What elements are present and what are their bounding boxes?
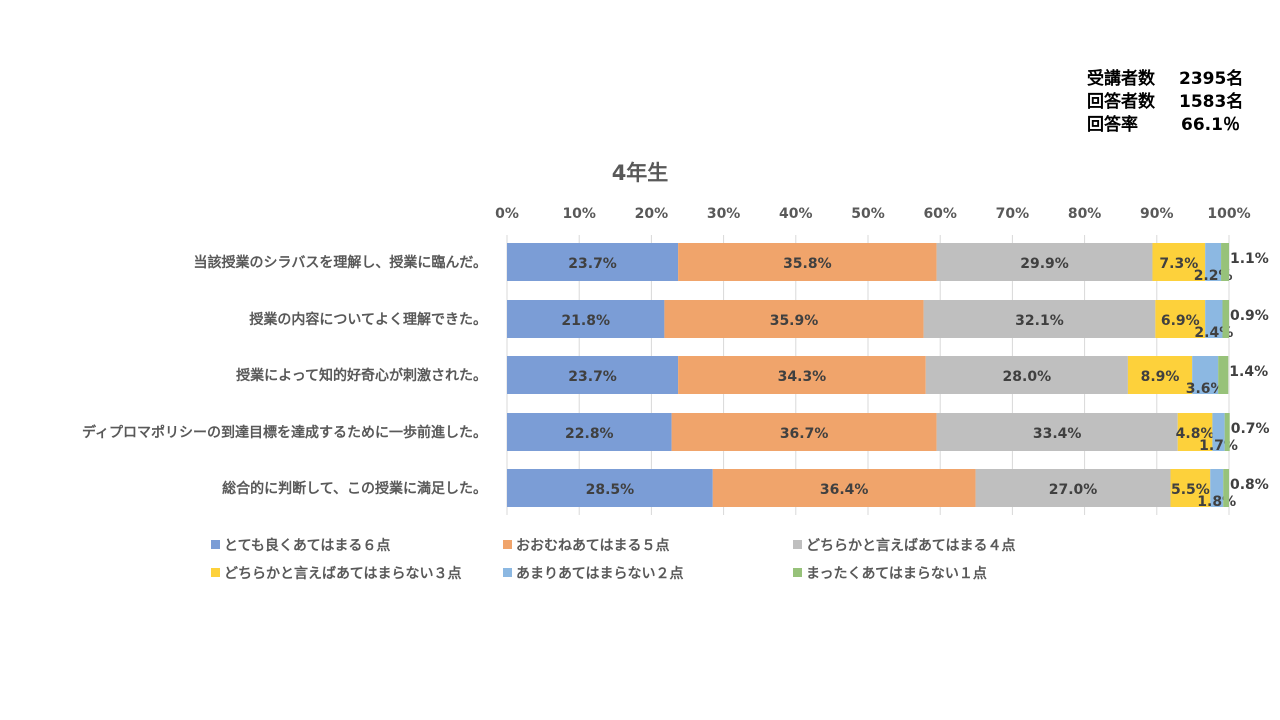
- x-tick-label: 10%: [562, 206, 596, 222]
- data-label: 1.7%: [1199, 438, 1238, 454]
- chart-title: 4年生: [612, 161, 669, 185]
- bar-segment: [712, 469, 976, 507]
- info-label: 回答率: [1087, 115, 1138, 135]
- data-label: 28.0%: [1003, 369, 1052, 385]
- bar-segment: [671, 413, 937, 451]
- bar-segment: [507, 413, 672, 451]
- bar-segment: [1223, 469, 1229, 507]
- legend-swatch: [503, 568, 512, 577]
- bar-segment: [1127, 356, 1193, 394]
- bar-segment: [936, 243, 1153, 281]
- data-label: 35.8%: [783, 256, 832, 272]
- legend-label: どちらかと言えばあてはまらない３点: [224, 565, 461, 582]
- info-row: 受講者数 2395名: [1087, 68, 1243, 91]
- bar-segment: [678, 356, 926, 394]
- category-label: 授業の内容についてよく理解できた。: [249, 311, 487, 328]
- bar-segment: [678, 243, 937, 281]
- data-label: 28.5%: [586, 482, 635, 498]
- legend-label: まったくあてはまらない１点: [806, 565, 987, 582]
- bar-segment: [664, 300, 924, 338]
- bar-segment: [1224, 413, 1230, 451]
- data-label: 1.1%: [1230, 251, 1269, 267]
- data-label: 32.1%: [1015, 313, 1064, 329]
- bar-segment: [507, 356, 679, 394]
- bar-segment: [1221, 243, 1229, 281]
- data-label: 3.6%: [1186, 381, 1225, 397]
- bar-segment: [1192, 356, 1219, 394]
- x-tick-label: 30%: [707, 206, 741, 222]
- data-label: 29.9%: [1020, 256, 1069, 272]
- bar-segment: [1205, 300, 1223, 338]
- bar-segment: [1222, 300, 1229, 338]
- data-label: 0.8%: [1230, 477, 1269, 493]
- bar-segment: [507, 469, 713, 507]
- bar-segment: [936, 413, 1178, 451]
- legend-label: とても良くあてはまる６点: [224, 537, 390, 554]
- category-label: 授業によって知的好奇心が刺激された。: [236, 367, 487, 384]
- data-label: 34.3%: [778, 369, 827, 385]
- bar-segment: [925, 356, 1128, 394]
- data-label: 36.4%: [820, 482, 869, 498]
- x-tick-label: 90%: [1140, 206, 1174, 222]
- info-value: 66.1％: [1181, 115, 1240, 135]
- bar-segment: [975, 469, 1171, 507]
- bar-segment: [1218, 356, 1229, 394]
- data-label: 7.3%: [1159, 256, 1198, 272]
- data-label: 0.9%: [1230, 308, 1269, 324]
- data-label: 5.5%: [1171, 482, 1210, 498]
- x-tick-label: 70%: [996, 206, 1030, 222]
- legend-label: あまりあてはまらない２点: [516, 565, 683, 582]
- legend-swatch: [793, 540, 802, 549]
- data-label: 1.4%: [1229, 364, 1268, 380]
- data-label: 33.4%: [1033, 426, 1082, 442]
- data-label: 27.0%: [1049, 482, 1098, 498]
- legend-swatch: [211, 568, 220, 577]
- data-label: 35.9%: [770, 313, 819, 329]
- bar-segment: [1205, 243, 1222, 281]
- info-row: 回答率 66.1％: [1087, 114, 1243, 137]
- bar-segment: [507, 300, 665, 338]
- data-label: 23.7%: [568, 256, 617, 272]
- info-label: 受講者数: [1087, 69, 1155, 89]
- legend-swatch: [793, 568, 802, 577]
- info-value: 2395名: [1179, 69, 1244, 89]
- respondent-info: 受講者数 2395名 回答者数 1583名 回答率 66.1％: [1087, 68, 1243, 137]
- x-tick-label: 40%: [779, 206, 813, 222]
- category-label: 総合的に判断して、この授業に満足した。: [222, 480, 487, 497]
- info-label: 回答者数: [1087, 92, 1155, 112]
- data-label: 0.7%: [1231, 421, 1270, 437]
- legend-label: おおむねあてはまる５点: [516, 537, 669, 554]
- x-tick-label: 60%: [923, 206, 957, 222]
- bar-segment: [1210, 469, 1224, 507]
- info-value: 1583名: [1179, 92, 1244, 112]
- category-label: 当該授業のシラバスを理解し、授業に臨んだ。: [194, 254, 487, 271]
- legend-swatch: [503, 540, 512, 549]
- bar-segment: [923, 300, 1156, 338]
- bar-segment: [1177, 413, 1213, 451]
- data-label: 1.8%: [1197, 494, 1236, 510]
- x-tick-label: 20%: [635, 206, 669, 222]
- bar-segment: [1152, 243, 1206, 281]
- x-tick-label: 0%: [495, 206, 519, 222]
- bar-segment: [1170, 469, 1211, 507]
- info-row: 回答者数 1583名: [1087, 91, 1243, 114]
- category-label: ディプロマポリシーの到達目標を達成するために一歩前進した。: [82, 424, 487, 441]
- data-label: 8.9%: [1141, 369, 1180, 385]
- data-label: 4.8%: [1176, 426, 1215, 442]
- data-label: 36.7%: [780, 426, 829, 442]
- data-label: 6.9%: [1161, 313, 1200, 329]
- legend-label: どちらかと言えばあてはまる４点: [806, 537, 1015, 554]
- bar-segment: [1212, 413, 1225, 451]
- bar-segment: [507, 243, 679, 281]
- x-tick-label: 100%: [1207, 206, 1250, 222]
- x-tick-label: 80%: [1068, 206, 1102, 222]
- x-tick-label: 50%: [851, 206, 885, 222]
- data-label: 22.8%: [565, 426, 614, 442]
- data-label: 21.8%: [561, 313, 610, 329]
- data-label: 23.7%: [568, 369, 617, 385]
- legend-swatch: [211, 540, 220, 549]
- bar-segment: [1155, 300, 1206, 338]
